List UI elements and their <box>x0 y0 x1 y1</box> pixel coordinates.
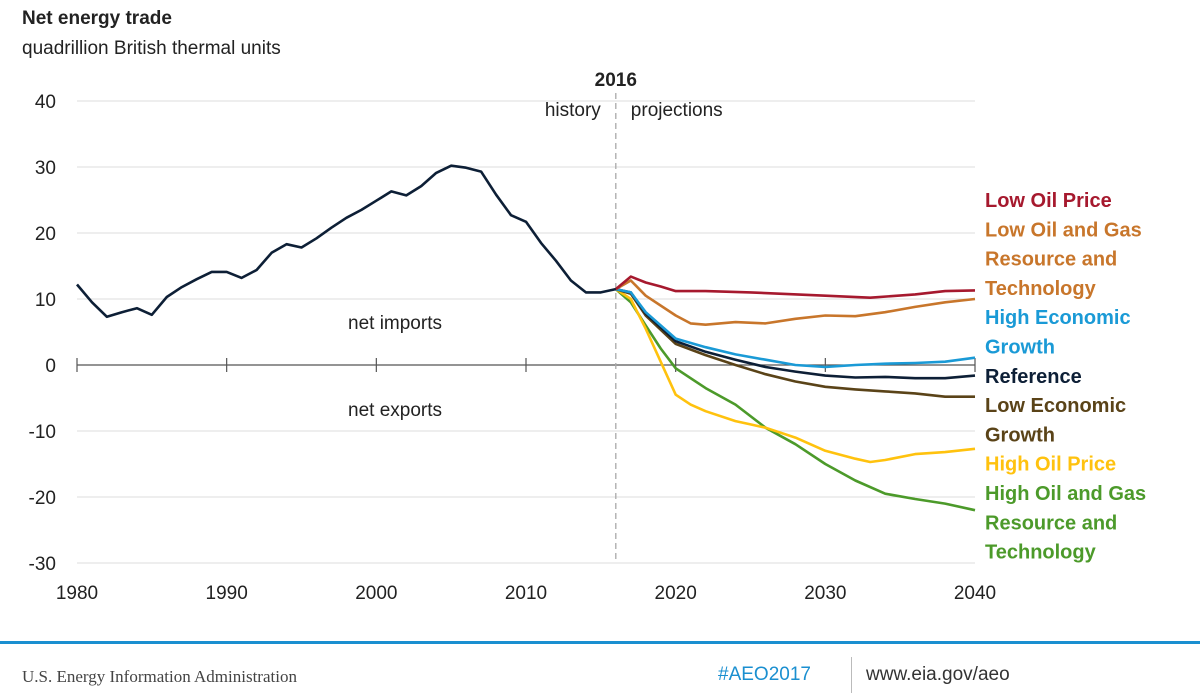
chart-title: Net energy trade <box>22 8 172 29</box>
y-tick-label: 30 <box>35 158 56 179</box>
series-line-low-oil-and-gas-resource-and-technology <box>615 279 976 326</box>
legend-label: Growth <box>985 337 1055 359</box>
legend-label: High Economic <box>985 307 1131 329</box>
history-label: history <box>545 100 601 121</box>
divider-year-label: 2016 <box>595 70 637 91</box>
x-tick-label: 2040 <box>954 583 996 604</box>
footer-hashtag[interactable]: #AEO2017 <box>718 664 811 685</box>
chart-subtitle: quadrillion British thermal units <box>22 38 281 59</box>
series-line-low-oil-price <box>614 275 976 299</box>
legend-label: Growth <box>985 424 1055 446</box>
legend-label: Reference <box>985 366 1082 388</box>
y-tick-label: 40 <box>35 92 56 113</box>
net-exports-label: net exports <box>348 400 442 421</box>
y-tick-label: 20 <box>35 224 56 245</box>
footer-separator <box>851 657 852 693</box>
y-tick-label: 0 <box>45 356 56 377</box>
x-tick-label: 1990 <box>206 583 248 604</box>
net-imports-label: net imports <box>348 313 442 334</box>
y-tick-label: -20 <box>29 488 56 509</box>
series-line-high-economic-growth <box>615 287 976 369</box>
y-tick-label: -10 <box>29 422 56 443</box>
legend-label: Low Oil Price <box>985 190 1112 212</box>
footer-source: U.S. Energy Information Administration <box>22 667 297 686</box>
x-tick-label: 2030 <box>804 583 846 604</box>
footer-divider <box>0 641 1200 644</box>
y-tick-label: -30 <box>29 554 56 575</box>
legend-label: Low Economic <box>985 395 1126 417</box>
x-tick-label: 2000 <box>355 583 397 604</box>
legend-label: Technology <box>985 278 1097 300</box>
series-line-high-oil-and-gas-resource-and-technology <box>614 288 976 512</box>
x-tick-label: 1980 <box>56 583 98 604</box>
series-line-low-economic-growth <box>615 287 975 398</box>
legend-label: High Oil and Gas <box>985 483 1146 505</box>
footer-url[interactable]: www.eia.gov/aeo <box>866 664 1010 685</box>
legend-label: Resource and <box>985 512 1117 534</box>
history-line <box>76 164 617 319</box>
series-line-high-oil-price <box>615 288 976 464</box>
x-tick-label: 2020 <box>655 583 697 604</box>
projections-label: projections <box>631 100 723 121</box>
y-tick-label: 10 <box>35 290 56 311</box>
x-tick-label: 2010 <box>505 583 547 604</box>
legend-label: High Oil Price <box>985 454 1116 476</box>
legend-label: Low Oil and Gas <box>985 219 1142 241</box>
legend-label: Resource and <box>985 249 1117 271</box>
legend-label: Technology <box>985 542 1097 564</box>
